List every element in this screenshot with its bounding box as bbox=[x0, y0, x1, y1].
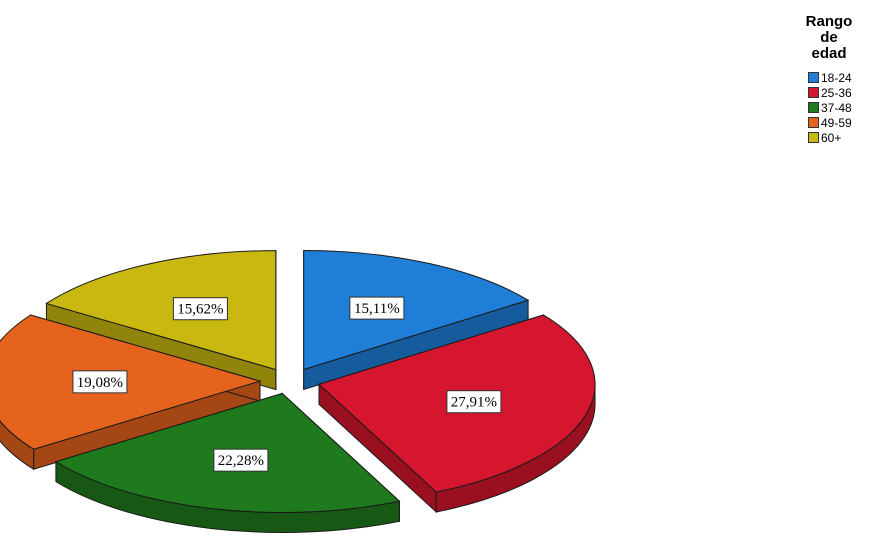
legend: Rango de edad 18-24 25-36 37-48 49-59 60… bbox=[796, 14, 872, 145]
pie-slice bbox=[45, 250, 277, 391]
pie-slice bbox=[0, 314, 262, 471]
legend-swatch bbox=[808, 102, 819, 113]
data-label-box bbox=[213, 448, 269, 472]
legend-swatch bbox=[808, 132, 819, 143]
data-label: 15,62% bbox=[177, 302, 223, 318]
legend-item: 37-48 bbox=[808, 100, 872, 115]
legend-item: 60+ bbox=[808, 130, 872, 145]
data-label: 15,11% bbox=[354, 301, 400, 317]
legend-swatch bbox=[808, 117, 819, 128]
pie-slice bbox=[303, 249, 530, 391]
legend-label: 18-24 bbox=[821, 70, 852, 85]
legend-item: 49-59 bbox=[808, 115, 872, 130]
data-label: 19,08% bbox=[77, 375, 123, 391]
legend-items: 18-24 25-36 37-48 49-59 60+ bbox=[796, 70, 872, 145]
data-label: 22,28% bbox=[218, 453, 264, 469]
legend-title-line: de bbox=[820, 29, 838, 46]
data-label-box bbox=[446, 390, 502, 414]
legend-title-line: edad bbox=[811, 45, 847, 62]
legend-item: 18-24 bbox=[808, 70, 872, 85]
legend-item: 25-36 bbox=[808, 85, 872, 100]
legend-swatch bbox=[808, 72, 819, 83]
legend-swatch bbox=[808, 87, 819, 98]
legend-label: 49-59 bbox=[821, 115, 852, 130]
legend-title-line: Rango bbox=[805, 13, 853, 30]
pie-slice bbox=[54, 392, 401, 533]
legend-label: 60+ bbox=[821, 130, 842, 145]
legend-label: 25-36 bbox=[821, 85, 852, 100]
data-label: 27,91% bbox=[451, 395, 497, 411]
data-label-box bbox=[349, 296, 405, 320]
legend-title: Rango de edad bbox=[796, 14, 862, 62]
data-label-box bbox=[72, 370, 128, 394]
legend-label: 37-48 bbox=[821, 100, 852, 115]
data-label-box bbox=[172, 297, 228, 321]
